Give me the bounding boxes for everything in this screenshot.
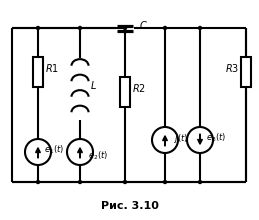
Text: $L$: $L$ — [90, 79, 96, 91]
Bar — [120, 77, 130, 107]
Circle shape — [78, 26, 82, 30]
Circle shape — [198, 180, 202, 184]
Circle shape — [152, 127, 178, 153]
Circle shape — [123, 180, 127, 184]
Circle shape — [67, 139, 93, 165]
Circle shape — [36, 180, 40, 184]
Bar — [33, 57, 43, 87]
Text: $R3$: $R3$ — [225, 62, 239, 74]
Circle shape — [25, 139, 51, 165]
Text: Рис. 3.10: Рис. 3.10 — [101, 201, 159, 211]
Circle shape — [78, 180, 82, 184]
Text: $e_1(t)$: $e_1(t)$ — [44, 144, 64, 156]
Text: $R1$: $R1$ — [45, 62, 59, 74]
Circle shape — [187, 127, 213, 153]
Circle shape — [36, 26, 40, 30]
Text: $e_2(t)$: $e_2(t)$ — [88, 150, 108, 162]
Text: $C$: $C$ — [139, 19, 147, 31]
Text: $R2$: $R2$ — [132, 82, 146, 94]
Text: $e_3(t)$: $e_3(t)$ — [206, 132, 226, 144]
Circle shape — [123, 26, 127, 30]
Text: $j(t)$: $j(t)$ — [174, 132, 188, 145]
Circle shape — [198, 26, 202, 30]
Circle shape — [163, 180, 167, 184]
Circle shape — [163, 26, 167, 30]
Bar — [241, 57, 251, 87]
